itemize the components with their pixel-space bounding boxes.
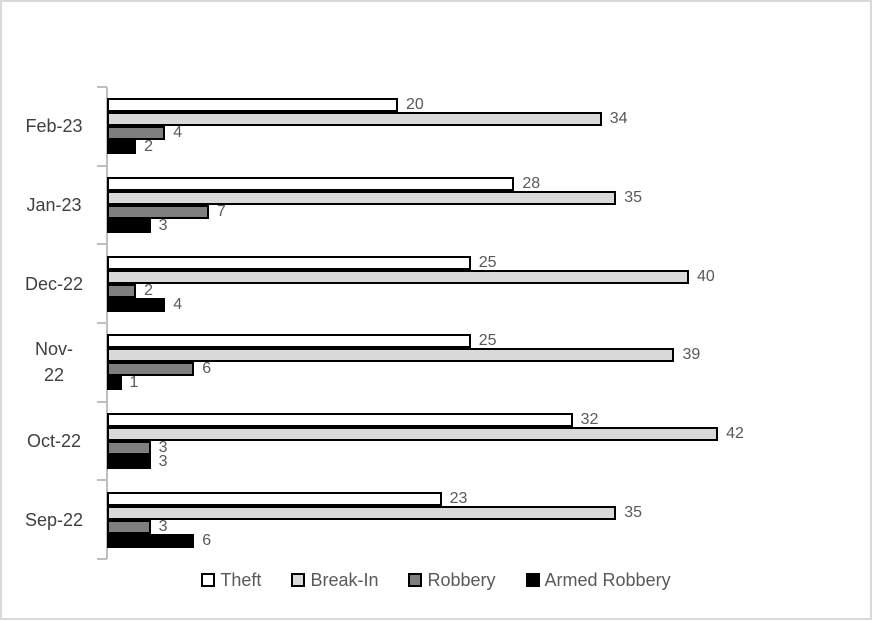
bar-armed-robbery-sep-22: [107, 533, 195, 548]
data-label-break-in-nov-22: 39: [682, 346, 701, 364]
category-axis-tick: [97, 479, 107, 482]
data-label-theft-sep-22: 23: [449, 489, 468, 507]
data-label-robbery-jan-23: 7: [216, 203, 226, 220]
category-axis-tick: [97, 86, 107, 88]
data-label-theft-oct-22: 32: [580, 411, 599, 428]
legend-item-theft: Theft: [201, 570, 261, 591]
legend-swatch-theft: [201, 573, 216, 587]
legend-label-robbery: Robbery: [427, 569, 496, 590]
plot-area: 20 34 4 2 28 35 7 3 25 40 2 4 25 39 6 1 32 42 3 3 23 35 3 6: [97, 86, 862, 560]
legend-item-armed-robbery: Armed Robbery: [525, 569, 671, 591]
data-label-break-in-oct-22: 42: [726, 425, 744, 442]
data-label-break-in-jan-23: 35: [624, 189, 643, 206]
bar-robbery-dec-22: [107, 283, 137, 298]
data-label-break-in-dec-22: 40: [697, 267, 715, 285]
bar-theft-oct-22: [107, 413, 573, 427]
bar-armed-robbery-feb-23: [107, 140, 137, 155]
category-axis-line: [106, 87, 108, 559]
data-label-break-in-feb-23: 34: [609, 110, 628, 128]
data-label-armed-robbery-oct-22: 3: [158, 453, 168, 470]
bar-armed-robbery-dec-22: [107, 297, 166, 312]
legend-item-break-in: Break-In: [291, 570, 378, 591]
data-label-robbery-oct-22: 3: [158, 439, 168, 456]
bar-break-in-feb-23: [107, 112, 602, 127]
data-label-armed-robbery-sep-22: 6: [202, 531, 212, 549]
data-label-robbery-sep-22: 3: [158, 517, 168, 535]
legend-label-break-in: Break-In: [310, 569, 379, 590]
bar-theft-sep-22: [107, 491, 442, 506]
category-axis-tick: [97, 400, 107, 403]
bar-theft-dec-22: [107, 255, 471, 270]
data-label-theft-nov-22: 25: [478, 332, 497, 350]
data-label-break-in-sep-22: 35: [624, 503, 643, 521]
legend-swatch-break-in: [291, 573, 306, 587]
bar-theft-nov-22: [107, 334, 471, 349]
bar-robbery-oct-22: [107, 441, 151, 455]
data-label-robbery-nov-22: 6: [202, 360, 212, 378]
bar-break-in-sep-22: [107, 505, 617, 520]
data-label-robbery-dec-22: 2: [144, 281, 153, 299]
bar-theft-jan-23: [107, 177, 515, 191]
category-axis-tick: [97, 164, 107, 167]
bar-robbery-nov-22: [107, 362, 195, 377]
bar-robbery-jan-23: [107, 205, 209, 219]
legend-label-theft: Theft: [220, 569, 262, 590]
data-label-theft-dec-22: 25: [478, 253, 497, 271]
legend: Theft Break-In Robbery Armed Robbery: [2, 562, 870, 598]
bar-theft-feb-23: [107, 98, 398, 113]
category-label-dec-22: Dec-22: [24, 273, 84, 294]
category-axis-tick: [97, 243, 107, 246]
data-label-theft-feb-23: 20: [406, 96, 424, 114]
category-axis-tick: [97, 322, 107, 324]
data-label-theft-jan-23: 28: [522, 175, 541, 192]
bar-armed-robbery-oct-22: [107, 455, 151, 469]
bar-armed-robbery-jan-23: [107, 219, 151, 233]
category-label-feb-23: Feb-23: [25, 116, 83, 137]
category-label-jan-23: Jan-23: [26, 194, 82, 215]
data-label-robbery-feb-23: 4: [173, 124, 183, 142]
bar-break-in-jan-23: [107, 191, 617, 205]
category-label-sep-22: Sep-22: [24, 509, 84, 530]
bar-robbery-sep-22: [107, 519, 151, 534]
legend-swatch-armed-robbery: [525, 573, 540, 587]
category-axis-tick: [97, 558, 107, 560]
category-label-nov-22: Nov- 22: [34, 339, 73, 386]
data-label-armed-robbery-dec-22: 4: [173, 295, 183, 313]
legend-swatch-robbery: [408, 573, 423, 587]
data-label-armed-robbery-nov-22: 1: [129, 374, 139, 392]
bar-armed-robbery-nov-22: [107, 376, 122, 391]
category-label-oct-22: Oct-22: [26, 430, 82, 451]
bar-break-in-nov-22: [107, 348, 675, 363]
bar-break-in-dec-22: [107, 269, 689, 284]
bar-break-in-oct-22: [107, 427, 719, 441]
legend-label-armed-robbery: Armed Robbery: [544, 569, 671, 590]
legend-item-robbery: Robbery: [408, 569, 496, 591]
data-label-armed-robbery-jan-23: 3: [158, 217, 168, 234]
bar-robbery-feb-23: [107, 126, 166, 141]
data-label-armed-robbery-feb-23: 2: [144, 138, 153, 156]
